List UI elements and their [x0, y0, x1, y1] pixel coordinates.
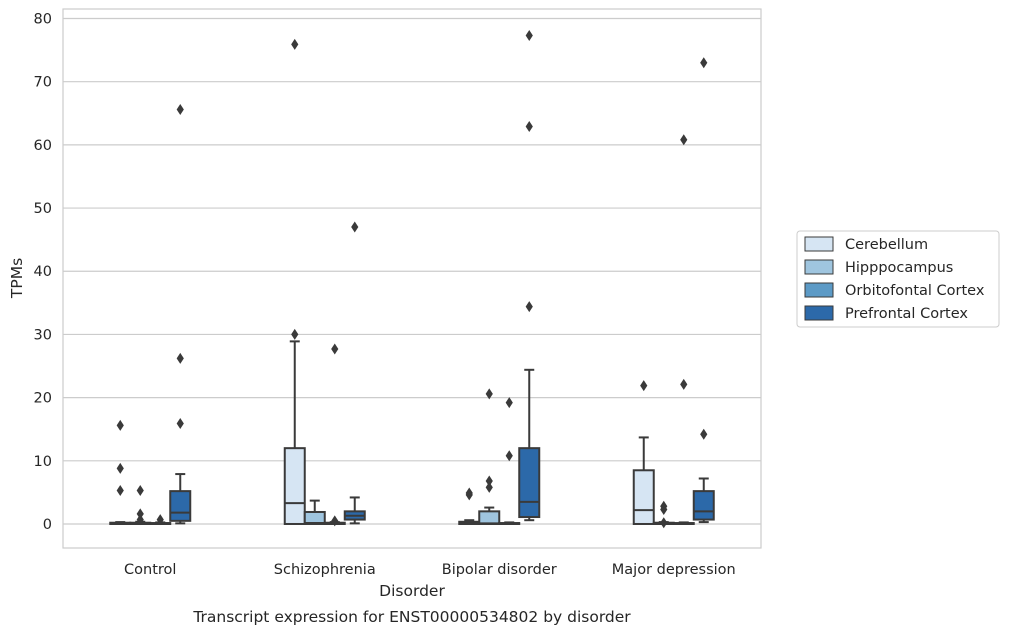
outlier-marker [291, 38, 299, 50]
outlier-marker [505, 450, 513, 462]
outlier-marker [505, 397, 513, 409]
outlier-marker [525, 121, 533, 133]
outlier-marker [136, 514, 144, 526]
outlier-marker [331, 515, 339, 527]
x-tick-label: Major depression [612, 562, 736, 578]
outlier-marker [136, 484, 144, 496]
x-tick-label: Schizophrenia [274, 562, 376, 578]
box-body [478, 510, 501, 525]
outlier-marker [116, 462, 124, 474]
grid-lines [63, 17, 761, 525]
box-1-2 [478, 388, 501, 525]
outlier-marker [640, 380, 648, 392]
legend-swatch [804, 236, 834, 252]
y-axis-label: TPMs [8, 258, 26, 299]
outlier-marker [116, 484, 124, 496]
box-2-2 [498, 397, 521, 525]
legend-label: Hipppocampus [845, 260, 953, 276]
outlier-marker [680, 134, 688, 146]
box-0-3 [632, 380, 655, 525]
outlier-marker [525, 30, 533, 42]
y-tick-label: 60 [34, 138, 52, 154]
legend: Cerebellum Hipppocampus Orbitofontal Corte… [796, 230, 1000, 328]
outlier-marker [351, 221, 359, 233]
plot-boxes [109, 30, 715, 529]
legend-swatch [804, 305, 834, 321]
legend-label: Cerebellum [845, 237, 928, 253]
plot-frame [62, 8, 762, 549]
box-3-0 [169, 103, 192, 525]
outlier-marker [136, 508, 144, 520]
outlier-marker [525, 301, 533, 313]
outlier-marker [116, 419, 124, 431]
box-body [283, 447, 306, 525]
outlier-marker [680, 378, 688, 390]
legend-swatch [804, 282, 834, 298]
legend-label: Orbitofontal Cortex [845, 283, 985, 299]
box-body [518, 447, 541, 519]
x-tick-labels: Control Schizophrenia Bipolar disorder Majo… [124, 562, 736, 578]
x-axis-label: Disorder [379, 582, 445, 600]
y-tick-label: 70 [34, 75, 52, 91]
y-tick-label: 50 [34, 201, 52, 217]
outlier-marker [291, 328, 299, 340]
box-0-0 [109, 419, 132, 525]
outlier-marker [156, 514, 164, 526]
box-2-1 [323, 343, 346, 527]
outlier-marker [485, 388, 493, 400]
y-tick-label: 0 [43, 517, 52, 533]
legend-frame [796, 230, 1000, 328]
box-3-1 [343, 221, 366, 525]
box-0-2 [458, 487, 481, 525]
box-3-2 [518, 30, 541, 522]
outlier-marker [485, 475, 493, 487]
box-1-3 [652, 500, 675, 529]
box-body [692, 490, 715, 521]
legend-swatch [804, 259, 834, 275]
y-tick-label: 30 [34, 327, 52, 343]
outlier-marker [660, 517, 668, 529]
outlier-marker [660, 503, 668, 515]
y-tick-labels: 0 10 20 30 40 50 60 70 80 [34, 11, 52, 533]
outlier-marker [700, 57, 708, 69]
box-1-0 [129, 484, 152, 526]
box-0-1 [283, 38, 306, 525]
outlier-marker [176, 418, 184, 430]
outlier-marker [465, 489, 473, 501]
box-1-1 [303, 499, 326, 525]
y-tick-label: 80 [34, 11, 52, 27]
outlier-marker [700, 428, 708, 440]
legend-label: Prefrontal Cortex [845, 306, 968, 322]
chart-caption: Transcript expression for ENST0000053480… [192, 608, 631, 626]
box-2-0 [149, 514, 172, 526]
y-tick-label: 20 [34, 391, 52, 407]
box-body [632, 469, 655, 525]
box-2-3 [672, 134, 695, 525]
outlier-marker [176, 352, 184, 364]
box-3-3 [692, 57, 715, 524]
x-tick-label: Control [124, 562, 176, 578]
y-tick-label: 10 [34, 454, 52, 470]
outlier-marker [331, 343, 339, 355]
box-body [169, 490, 192, 522]
outlier-marker [485, 481, 493, 493]
outlier-marker [176, 103, 184, 115]
x-tick-label: Bipolar disorder [442, 562, 557, 578]
y-tick-label: 40 [34, 264, 52, 280]
